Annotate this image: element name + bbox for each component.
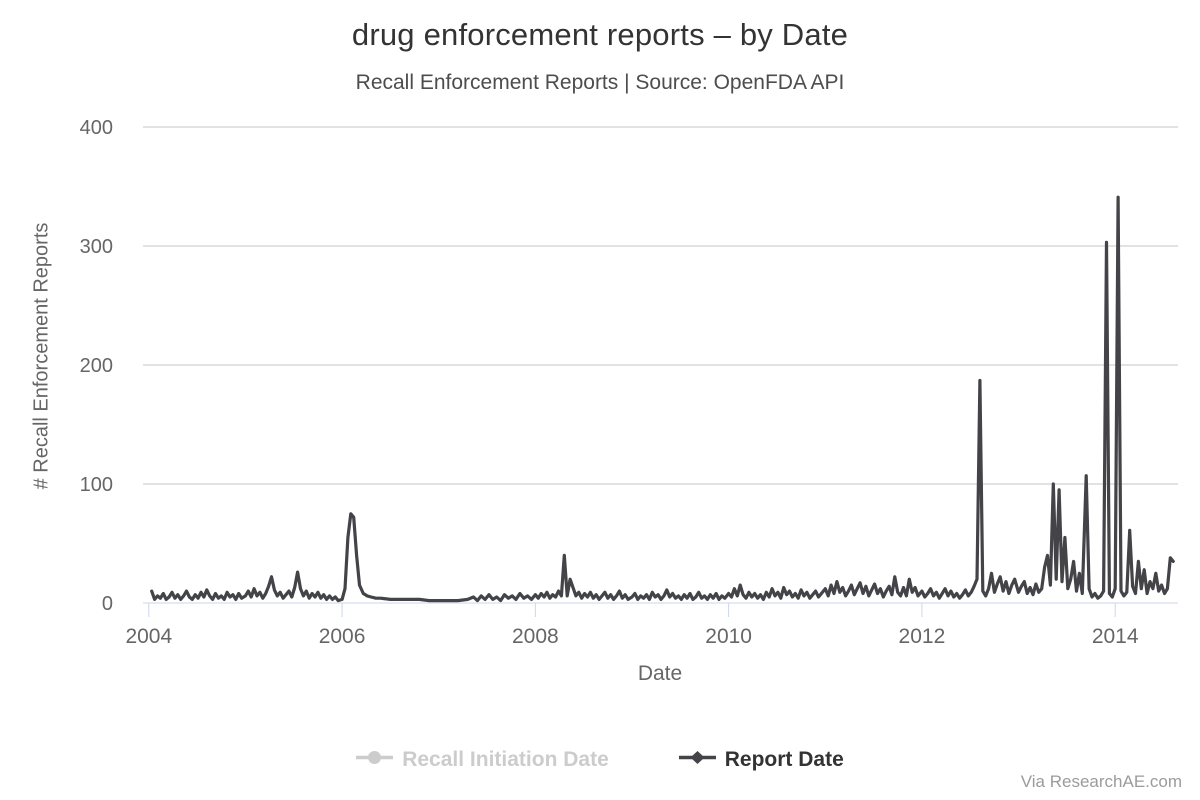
legend-item-recall-initiation-date[interactable]: Recall Initiation Date xyxy=(356,748,609,772)
x-tick-label-2010: 2010 xyxy=(705,625,752,648)
circle-marker-icon xyxy=(356,750,394,770)
x-tick-label-2014: 2014 xyxy=(1092,625,1139,648)
legend-label: Report Date xyxy=(724,748,844,771)
y-tick-label-0: 0 xyxy=(102,593,113,615)
y-tick-label-300: 300 xyxy=(80,236,113,258)
y-axis-title: # Recall Enforcement Reports xyxy=(30,222,53,490)
chart-title: drug enforcement reports – by Date xyxy=(351,17,849,52)
y-tick-label-400: 400 xyxy=(80,117,113,139)
x-tick-label-2008: 2008 xyxy=(512,625,559,648)
chart-subtitle: Recall Enforcement Reports | Source: Ope… xyxy=(355,71,845,94)
diamond-marker-icon xyxy=(678,750,716,770)
x-tick-label-2006: 2006 xyxy=(319,625,366,648)
y-tick-label-100: 100 xyxy=(80,474,113,496)
x-axis-title: Date xyxy=(637,662,683,685)
watermark-credit: Via ResearchAE.com xyxy=(1020,772,1182,791)
y-tick-label-200: 200 xyxy=(80,355,113,377)
legend-label: Recall Initiation Date xyxy=(402,748,609,771)
legend-item-report-date[interactable]: Report Date xyxy=(678,748,844,772)
series-line-report-date[interactable] xyxy=(150,195,1175,603)
legend: Recall Initiation Date Report Date xyxy=(0,742,1200,778)
x-tick-label-2004: 2004 xyxy=(125,625,172,648)
x-tick-label-2012: 2012 xyxy=(899,625,946,648)
